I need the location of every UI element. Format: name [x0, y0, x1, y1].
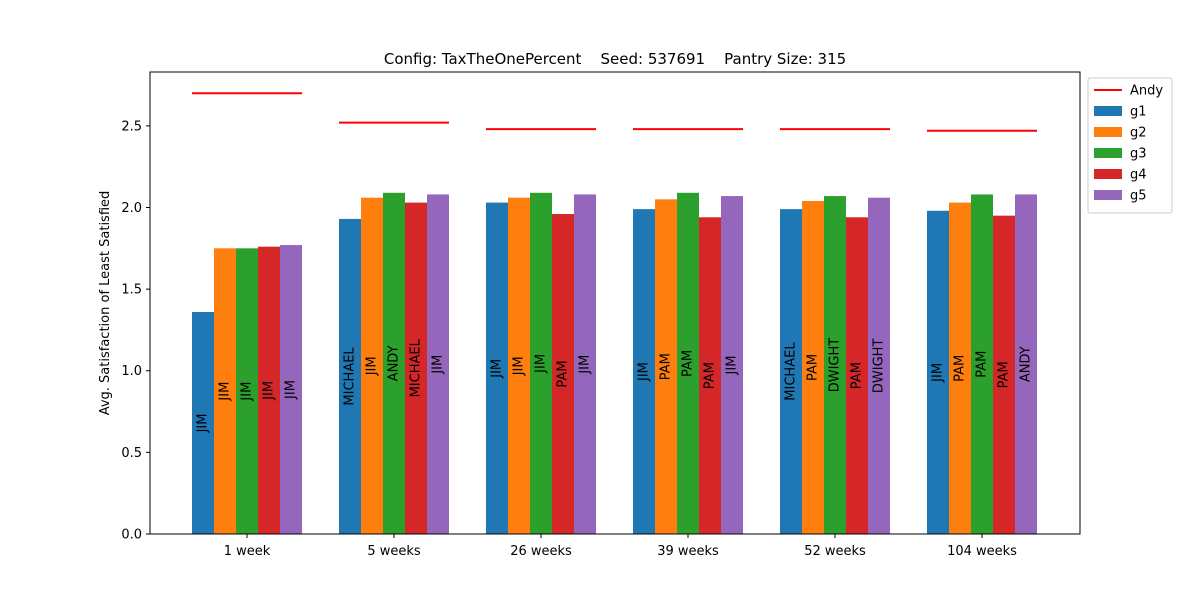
bar-g4-1	[405, 202, 427, 534]
legend-swatch-g4	[1094, 169, 1122, 179]
y-tick-label-0: 0.0	[121, 528, 142, 543]
y-axis-label: Avg. Satisfaction of Least Satisfied	[98, 191, 113, 416]
bar-label-g5-2: JIM	[578, 355, 593, 375]
bar-label-g3-1: ANDY	[387, 345, 402, 381]
bar-g2-3	[655, 199, 677, 534]
legend-swatch-g5	[1094, 190, 1122, 200]
bar-label-g1-0: JIM	[196, 414, 211, 434]
bar-g1-3	[633, 209, 655, 534]
bar-label-g2-4: PAM	[806, 354, 821, 381]
y-tick-label-2: 1.0	[121, 364, 142, 379]
bar-g4-4	[846, 217, 868, 535]
chart-title: Config: TaxTheOnePercent Seed: 537691 Pa…	[384, 50, 846, 68]
bar-g3-5	[971, 194, 993, 534]
bar-g2-2	[508, 197, 530, 534]
legend-label-g1: g1	[1130, 105, 1147, 120]
bar-label-g4-0: JIM	[262, 381, 277, 401]
bar-label-g2-0: JIM	[218, 382, 233, 402]
bar-g5-3	[721, 196, 743, 534]
bar-label-g2-2: JIM	[512, 356, 527, 376]
bar-g2-4	[802, 200, 824, 534]
bar-g4-2	[552, 214, 574, 535]
bar-label-g5-1: JIM	[431, 355, 446, 375]
bar-label-g4-2: PAM	[556, 360, 571, 387]
legend-label-Andy: Andy	[1130, 84, 1163, 99]
bar-g4-5	[993, 215, 1015, 535]
bar-g2-5	[949, 202, 971, 534]
bar-g3-2	[530, 192, 552, 534]
legend-label-g5: g5	[1130, 189, 1147, 204]
bar-label-g3-2: JIM	[534, 354, 549, 374]
bar-g3-3	[677, 192, 699, 534]
legend-label-g3: g3	[1130, 147, 1147, 162]
bar-label-g1-4: MICHAEL	[784, 342, 799, 401]
bar-g1-5	[927, 210, 949, 534]
bar-g4-0	[258, 246, 280, 534]
x-tick-label-5: 104 weeks	[947, 544, 1017, 559]
bar-g2-0	[214, 248, 236, 534]
bar-label-g2-1: JIM	[365, 356, 380, 376]
y-tick-label-5: 2.5	[121, 119, 142, 134]
y-tick-label-4: 2.0	[121, 201, 142, 216]
bar-label-g5-4: DWIGHT	[872, 339, 887, 394]
bar-label-g3-4: DWIGHT	[828, 338, 843, 393]
bar-label-g3-3: PAM	[681, 350, 696, 377]
bar-label-g1-1: MICHAEL	[343, 347, 358, 406]
bar-g1-1	[339, 218, 361, 535]
bar-label-g4-1: MICHAEL	[409, 338, 424, 397]
legend: Andy g1 g2 g3 g4 g5	[1087, 77, 1173, 214]
x-tick-label-2: 26 weeks	[510, 544, 572, 559]
bar-g3-4	[824, 196, 846, 534]
bar-label-g3-5: PAM	[975, 351, 990, 378]
bar-g5-5	[1015, 194, 1037, 534]
y-tick-label-1: 0.5	[121, 446, 142, 461]
bar-g2-1	[361, 197, 383, 534]
legend-label-g4: g4	[1130, 168, 1147, 183]
bar-g3-1	[383, 192, 405, 534]
bar-g1-0	[192, 311, 214, 534]
plot-frame	[149, 71, 1081, 535]
x-tick-label-3: 39 weeks	[657, 544, 719, 559]
bar-label-g2-3: PAM	[659, 353, 674, 380]
bar-label-g3-0: JIM	[240, 382, 255, 402]
bar-g3-0	[236, 248, 258, 534]
bar-g5-0	[280, 245, 302, 534]
legend-label-g2: g2	[1130, 126, 1147, 141]
bar-label-g4-5: PAM	[997, 361, 1012, 388]
x-tick-label-1: 5 weeks	[367, 544, 421, 559]
bar-label-g1-5: JIM	[931, 363, 946, 383]
bar-g1-4	[780, 209, 802, 534]
bar-label-g1-3: JIM	[637, 362, 652, 382]
bar-g5-1	[427, 194, 449, 534]
legend-swatch-g1	[1094, 106, 1122, 116]
y-tick-label-3: 1.5	[121, 283, 142, 298]
bar-label-g5-5: ANDY	[1019, 346, 1034, 382]
bar-g4-3	[699, 217, 721, 535]
bar-label-g1-2: JIM	[490, 359, 505, 379]
legend-swatch-g2	[1094, 127, 1122, 137]
bar-g5-4	[868, 197, 890, 534]
bar-g1-2	[486, 202, 508, 534]
legend-swatch-g3	[1094, 148, 1122, 158]
bar-label-g2-5: PAM	[953, 355, 968, 382]
plot-area: JIM MICHAEL JIM JIM MICHAEL JIM JIM JIM JIM PAM PA…	[121, 71, 1081, 559]
bar-label-g5-3: JIM	[725, 356, 740, 376]
bar-g5-2	[574, 194, 596, 534]
bar-label-g4-4: PAM	[850, 362, 865, 389]
x-tick-label-4: 52 weeks	[804, 544, 866, 559]
bar-label-g4-3: PAM	[703, 362, 718, 389]
bar-label-g5-0: JIM	[284, 380, 299, 400]
x-tick-label-0: 1 week	[224, 544, 271, 559]
